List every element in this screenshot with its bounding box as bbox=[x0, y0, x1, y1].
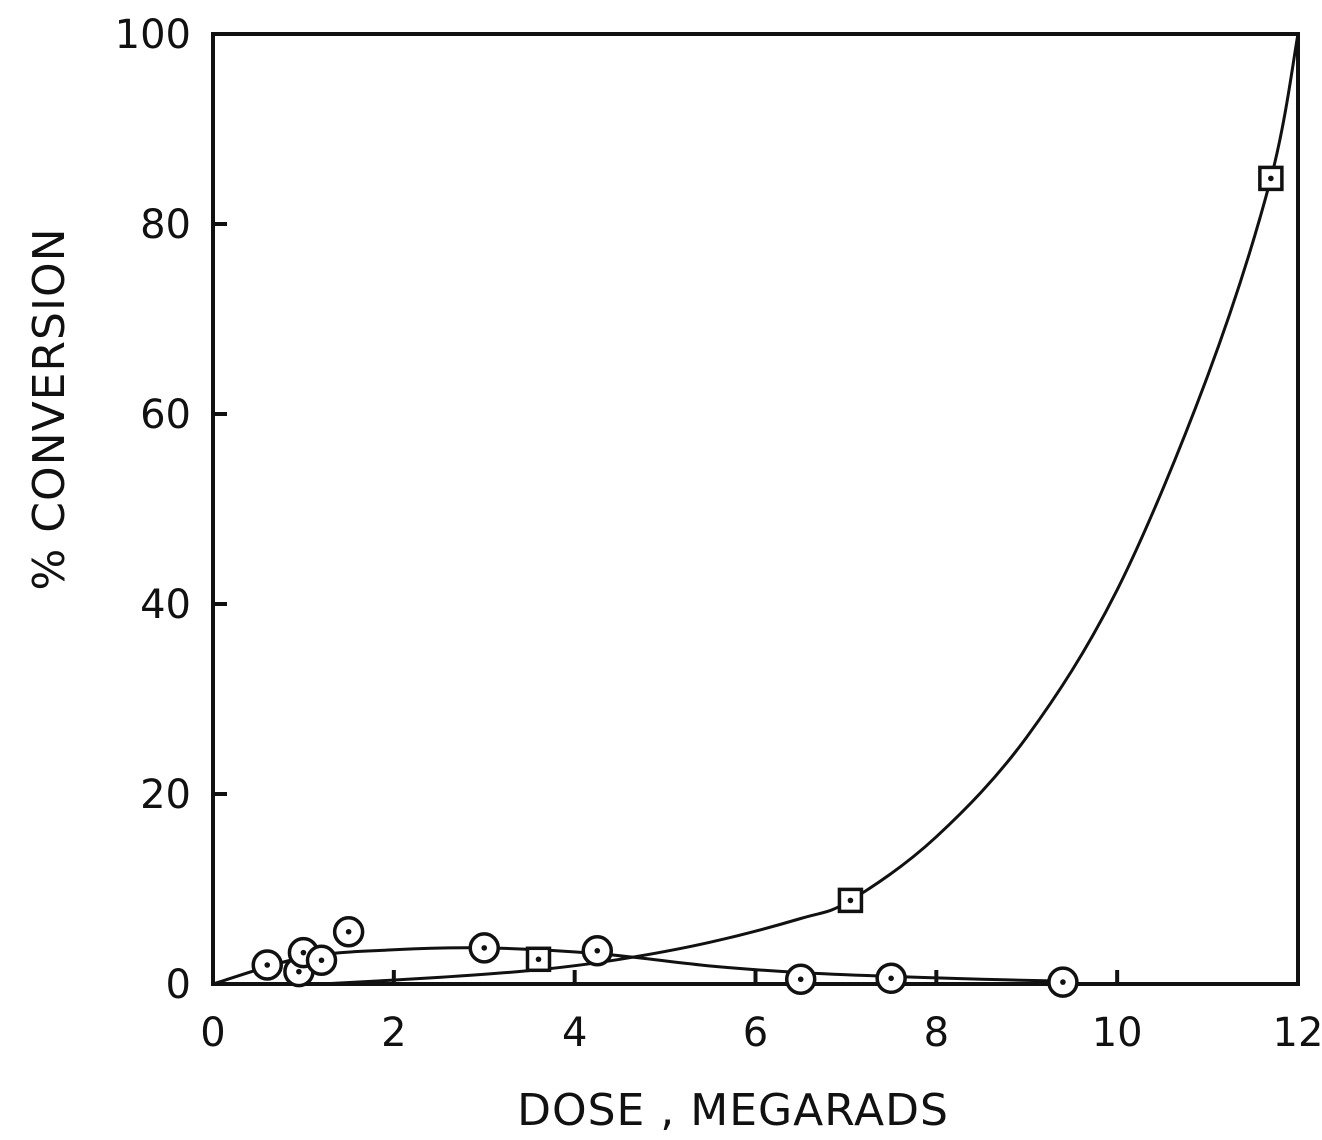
x-tick-label: 2 bbox=[381, 1010, 406, 1056]
x-tick-label: 12 bbox=[1273, 1010, 1322, 1056]
x-tick-label: 0 bbox=[200, 1010, 225, 1056]
point-center-dot bbox=[318, 957, 325, 964]
data-points bbox=[251, 165, 1284, 998]
point-center-dot bbox=[345, 928, 352, 935]
curve-circle bbox=[212, 946, 1063, 986]
point-center-dot bbox=[264, 962, 271, 968]
x-axis-title: DOSE , MEGARADS bbox=[517, 1085, 949, 1136]
y-tick-label: 0 bbox=[166, 962, 191, 1008]
plot-frame bbox=[211, 32, 1300, 986]
x-tick-label: 8 bbox=[924, 1010, 949, 1056]
axis-ticks bbox=[211, 32, 1300, 986]
point-center-dot bbox=[535, 956, 542, 963]
point-center-dot bbox=[1268, 175, 1274, 182]
point-center-dot bbox=[300, 949, 307, 956]
point-center-dot bbox=[481, 945, 488, 951]
point-center-dot bbox=[296, 968, 302, 975]
y-tick-label: 80 bbox=[140, 202, 191, 248]
point-center-dot bbox=[594, 947, 601, 954]
x-tick-label: 4 bbox=[562, 1010, 587, 1056]
x-tick-label: 6 bbox=[743, 1010, 768, 1056]
fit-curves bbox=[212, 33, 1300, 986]
y-tick-label: 20 bbox=[140, 772, 191, 818]
point-center-dot bbox=[847, 897, 854, 904]
x-tick-label: 10 bbox=[1092, 1010, 1143, 1056]
y-tick-label: 40 bbox=[140, 582, 191, 628]
point-center-dot bbox=[797, 976, 804, 983]
tick-labels: 0 2 4 6 8 10 12 0 20 40 60 80 100 bbox=[115, 12, 1322, 1056]
y-axis-title: % CONVERSION bbox=[24, 228, 75, 591]
y-tick-label: 60 bbox=[140, 392, 191, 438]
point-center-dot bbox=[888, 975, 894, 982]
y-tick-label: 100 bbox=[115, 12, 191, 58]
point-center-dot bbox=[1060, 979, 1066, 985]
curve-square bbox=[321, 33, 1300, 986]
